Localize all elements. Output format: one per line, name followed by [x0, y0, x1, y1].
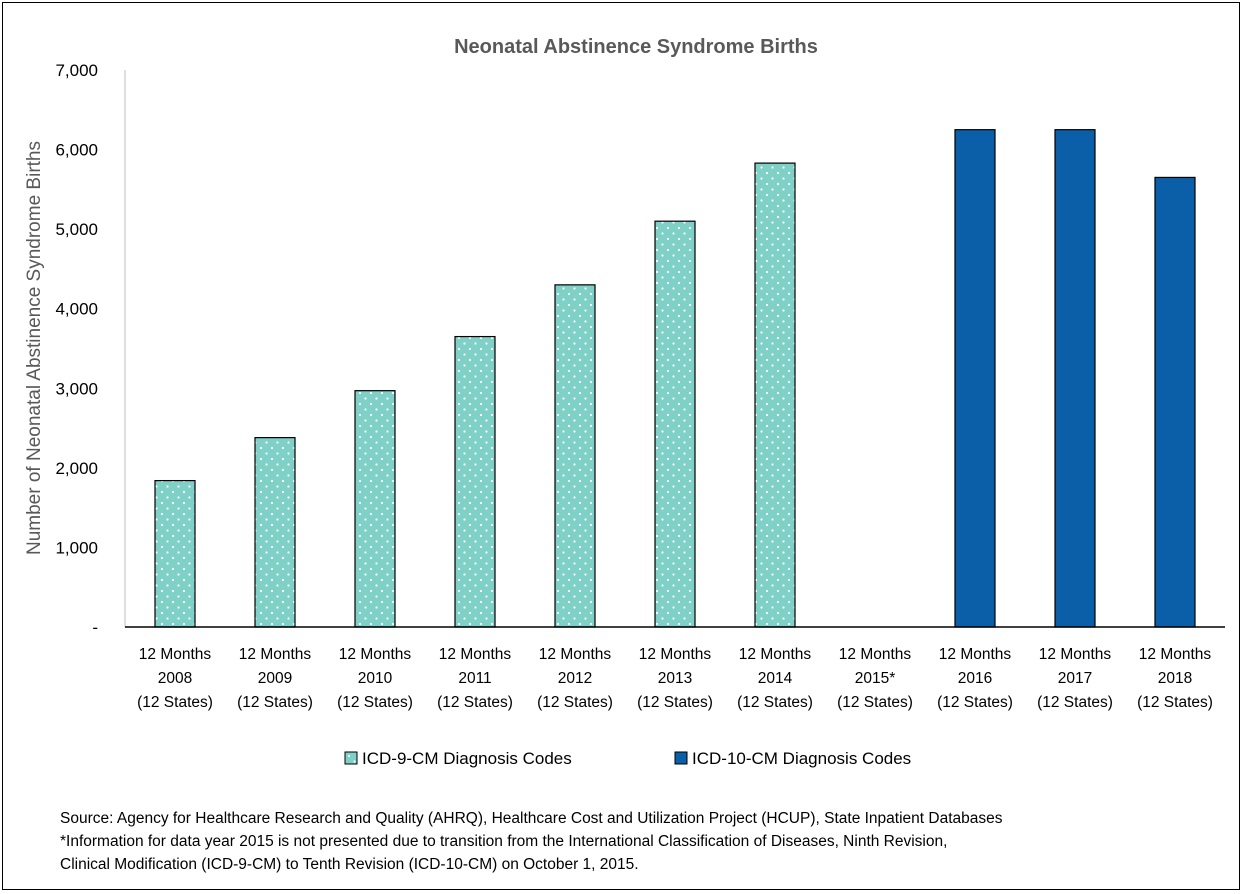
y-tick-label: 4,000: [55, 300, 98, 319]
x-tick-label: (12 States): [537, 694, 613, 711]
x-tick-label: 2017: [1058, 670, 1092, 687]
x-tick-label: 12 Months: [839, 646, 912, 663]
y-axis-label: Number of Neonatal Abstinence Syndrome B…: [24, 141, 45, 555]
x-tick-label: 12 Months: [139, 646, 212, 663]
bar-icd10-9: [1054, 129, 1096, 628]
y-tick-label: 1,000: [55, 538, 98, 557]
x-tick-label: 12 Months: [439, 646, 512, 663]
x-tick-label: (12 States): [337, 694, 413, 711]
legend-label-icd10: ICD-10-CM Diagnosis Codes: [692, 749, 911, 768]
x-tick-label: (12 States): [1037, 694, 1113, 711]
x-tick-label: 12 Months: [939, 646, 1012, 663]
footnote-line-1: *Information for data year 2015 is not p…: [60, 833, 948, 850]
legend-swatch-icd9: [344, 751, 358, 765]
x-tick-label: (12 States): [937, 694, 1013, 711]
x-tick-label: 2018: [1158, 670, 1192, 687]
x-tick-label: 12 Months: [339, 646, 412, 663]
x-tick-label: 2009: [258, 670, 292, 687]
bar-icd9-3: [454, 335, 496, 628]
x-tick-label: 12 Months: [539, 646, 612, 663]
x-tick-label: 2015*: [855, 670, 896, 687]
x-tick-label: (12 States): [637, 694, 713, 711]
x-tick-label: 12 Months: [1139, 646, 1212, 663]
chart-title: Neonatal Abstinence Syndrome Births: [454, 36, 818, 58]
x-tick-label: 2014: [758, 670, 793, 687]
y-tick-label: 3,000: [55, 379, 98, 398]
x-tick-label: 12 Months: [239, 646, 312, 663]
x-tick-label: 2013: [658, 670, 692, 687]
x-tick-label: (12 States): [1137, 694, 1213, 711]
y-tick-label: 2,000: [55, 459, 98, 478]
x-tick-label: 12 Months: [739, 646, 812, 663]
bar-icd9-2: [354, 390, 396, 628]
x-tick-label: 2012: [558, 670, 592, 687]
bar-icd9-5: [654, 220, 696, 628]
bar-icd10-10: [1154, 176, 1196, 628]
x-tick-label: (12 States): [237, 694, 313, 711]
x-tick-label: 2008: [158, 670, 192, 687]
bar-icd10-8: [954, 129, 996, 628]
bar-icd9-0: [154, 479, 196, 628]
bar-icd9-6: [754, 162, 796, 628]
bar-icd9-1: [254, 437, 296, 628]
x-tick-label: (12 States): [837, 694, 913, 711]
y-tick-label: 5,000: [55, 220, 98, 239]
y-tick-label: -: [92, 618, 98, 637]
legend-swatch-icd10: [674, 751, 688, 765]
x-tick-label: 12 Months: [1039, 646, 1112, 663]
x-tick-label: (12 States): [737, 694, 813, 711]
source-note: Source: Agency for Healthcare Research a…: [60, 810, 1003, 827]
y-tick-label: 6,000: [55, 141, 98, 160]
footnote-line-2: Clinical Modification (ICD-9-CM) to Tent…: [60, 856, 639, 873]
x-tick-label: (12 States): [137, 694, 213, 711]
bar-icd9-4: [554, 284, 596, 628]
y-tick-label: 7,000: [55, 61, 98, 80]
legend-label-icd9: ICD-9-CM Diagnosis Codes: [362, 749, 572, 768]
x-tick-label: 2016: [958, 670, 992, 687]
x-tick-label: 12 Months: [639, 646, 712, 663]
x-tick-label: (12 States): [437, 694, 513, 711]
x-tick-label: 2010: [358, 670, 393, 687]
x-tick-label: 2011: [458, 670, 491, 687]
